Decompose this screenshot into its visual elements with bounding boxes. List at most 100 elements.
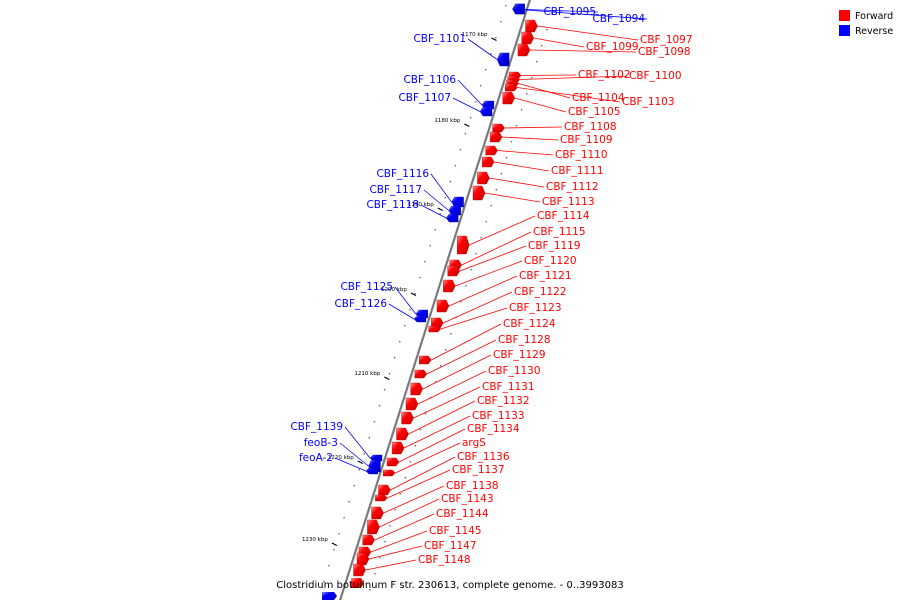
gene-glyph-cbf_1113[interactable]	[472, 185, 486, 201]
gene-label-cbf_1104[interactable]: CBF_1104	[572, 92, 625, 104]
gene-glyph-cbf_1128[interactable]	[414, 369, 428, 379]
gene-label-args[interactable]: argS	[462, 437, 486, 449]
gene-glyph-cbf_1118[interactable]	[445, 213, 459, 223]
gene-label-cbf_1147[interactable]: CBF_1147	[424, 540, 477, 552]
grid-dot	[459, 149, 462, 151]
gene-label-cbf_1114[interactable]: CBF_1114	[537, 210, 590, 222]
gene-glyph-cbf_1114[interactable]	[457, 235, 470, 255]
gene-glyph-args[interactable]	[383, 469, 396, 477]
gene-label-cbf_1136[interactable]: CBF_1136	[457, 451, 510, 463]
gene-glyph-cbf_1116[interactable]	[451, 196, 464, 208]
gene-label-cbf_1138[interactable]: CBF_1138	[446, 480, 499, 492]
gene-glyph-cbf_1101[interactable]	[496, 52, 510, 67]
grid-dot	[414, 445, 417, 447]
gene-glyph-cbf_1144[interactable]	[362, 534, 375, 546]
gene-label-cbf_1111[interactable]: CBF_1111	[551, 165, 604, 177]
gene-label-cbf_1124[interactable]: CBF_1124	[503, 318, 556, 330]
gene-glyph-cbf_1120[interactable]	[443, 279, 456, 293]
gene-label-cbf_1103[interactable]: CBF_1103	[622, 96, 675, 108]
grid-dot	[379, 557, 381, 559]
gene-glyph-cbf_1121[interactable]	[436, 299, 450, 313]
gene-label-cbf_1098[interactable]: CBF_1098	[638, 46, 691, 58]
grid-dot	[520, 109, 523, 111]
grid-dot	[419, 429, 422, 431]
gene-glyph-cbf_1136[interactable]	[378, 484, 391, 496]
tick-label: 1220 kbp	[328, 455, 354, 461]
gene-label-cbf_1131[interactable]: CBF_1131	[482, 381, 535, 393]
gene-label-cbf_1125[interactable]: CBF_1125	[340, 281, 393, 293]
gene-glyph-feoa-2[interactable]	[365, 467, 379, 475]
gene-glyph-cbf_1094[interactable]	[512, 3, 525, 15]
gene-glyph-cbf_1117[interactable]	[448, 205, 461, 216]
gene-glyph-cbf_1132[interactable]	[396, 427, 409, 441]
gene-label-cbf_1145[interactable]: CBF_1145	[429, 525, 482, 537]
gene-label-cbf_1137[interactable]: CBF_1137	[452, 464, 505, 476]
gene-label-cbf_1101[interactable]: CBF_1101	[413, 33, 466, 45]
gene-glyph-cbf_1109[interactable]	[489, 131, 503, 143]
gene-label-cbf_1133[interactable]: CBF_1133	[472, 410, 525, 422]
gene-glyph-cbf_1124[interactable]	[419, 355, 432, 365]
gene-label-cbf_1129[interactable]: CBF_1129	[493, 349, 546, 361]
gene-label-cbf_1119[interactable]: CBF_1119	[528, 240, 581, 252]
gene-label-cbf_1099[interactable]: CBF_1099	[586, 41, 639, 53]
gene-glyph-cbf_1110[interactable]	[485, 145, 498, 156]
gene-label-cbf_1148[interactable]: CBF_1148	[418, 554, 471, 566]
gene-label-cbf_1116[interactable]: CBF_1116	[376, 168, 429, 180]
gene-label-cbf_1123[interactable]: CBF_1123	[509, 302, 562, 314]
gene-label-cbf_1102[interactable]: CBF_1102	[578, 69, 631, 81]
gene-glyph-cbf_1103[interactable]	[505, 83, 518, 92]
gene-label-cbf_1132[interactable]: CBF_1132	[477, 395, 530, 407]
gene-label-cbf_1115[interactable]: CBF_1115	[533, 226, 586, 238]
gene-label-cbf_1117[interactable]: CBF_1117	[369, 184, 422, 196]
gene-glyph-cbf_1108[interactable]	[492, 123, 505, 133]
gene-glyph-cbf_1107[interactable]	[479, 106, 493, 117]
gene-glyph-cbf_1130[interactable]	[405, 397, 419, 411]
gene-glyph-cbf_1129[interactable]	[410, 382, 423, 396]
gene-glyph-cbf_1147[interactable]	[356, 552, 370, 566]
gene-glyph-cbf_1098[interactable]	[517, 43, 531, 57]
gene-label-feoa-2[interactable]: feoA-2	[299, 452, 333, 464]
gene-glyph-cbf_1105[interactable]	[502, 91, 515, 105]
gene-glyph-cbf_1133[interactable]	[391, 441, 405, 455]
gene-glyph-cbf_1111[interactable]	[482, 156, 495, 168]
gene-glyph-cbf_1119[interactable]	[447, 265, 460, 277]
gene-glyph-cbf_1112[interactable]	[477, 171, 490, 185]
gene-glyph-cbf_1134[interactable]	[386, 457, 400, 467]
gene-label-cbf_1134[interactable]: CBF_1134	[467, 423, 520, 435]
gene-glyph-cbf_1099[interactable]	[521, 31, 534, 45]
gene-label-cbf_1121[interactable]: CBF_1121	[519, 270, 572, 282]
grid-dot	[368, 437, 371, 439]
grid-dot	[424, 261, 426, 263]
label-leaders	[334, 8, 648, 571]
gene-label-cbf_1122[interactable]: CBF_1122	[514, 286, 567, 298]
gene-label-cbf_1130[interactable]: CBF_1130	[488, 365, 541, 377]
gene-glyph-cbf_1137[interactable]	[375, 494, 388, 502]
gene-glyph-cbf_1143[interactable]	[367, 519, 380, 535]
gene-glyph-cbf_1097[interactable]	[525, 19, 538, 33]
gene-label-cbf_1144[interactable]: CBF_1144	[436, 508, 489, 520]
gene-label-cbf_1113[interactable]: CBF_1113	[542, 196, 595, 208]
gene-glyph-cbf_1131[interactable]	[401, 411, 414, 425]
gene-label-cbf_1105[interactable]: CBF_1105	[568, 106, 621, 118]
gene-label-cbf_1118[interactable]: CBF_1118	[366, 199, 419, 211]
gene-label-cbf_1112[interactable]: CBF_1112	[546, 181, 599, 193]
gene-label-cbf_1107[interactable]: CBF_1107	[398, 92, 451, 104]
gene-glyph-cbf_1123[interactable]	[428, 325, 442, 333]
gene-glyph-cbf_1148[interactable]	[353, 563, 366, 577]
gene-label-cbf_1143[interactable]: CBF_1143	[441, 493, 494, 505]
gene-label-cbf_1109[interactable]: CBF_1109	[560, 134, 613, 146]
gene-glyph-cbf_1126[interactable]	[413, 315, 427, 323]
gene-label-cbf_1120[interactable]: CBF_1120	[524, 255, 577, 267]
gene-label-feob-3[interactable]: feoB-3	[304, 437, 338, 449]
gene-label-cbf_1094[interactable]: CBF_1094	[592, 13, 645, 25]
gene-label-cbf_1100[interactable]: CBF_1100	[629, 70, 682, 82]
gene-label-cbf_1126[interactable]: CBF_1126	[334, 298, 387, 310]
gene-label-cbf_1106[interactable]: CBF_1106	[403, 74, 456, 86]
gene-label-cbf_1108[interactable]: CBF_1108	[564, 121, 617, 133]
gene-label-cbf_1095[interactable]: CBF_1095	[543, 6, 596, 18]
gene-label-cbf_1097[interactable]: CBF_1097	[640, 34, 693, 46]
gene-glyph-cbf_1138[interactable]	[371, 506, 384, 520]
gene-label-cbf_1110[interactable]: CBF_1110	[555, 149, 608, 161]
gene-label-cbf_1139[interactable]: CBF_1139	[290, 421, 343, 433]
gene-label-cbf_1128[interactable]: CBF_1128	[498, 334, 551, 346]
